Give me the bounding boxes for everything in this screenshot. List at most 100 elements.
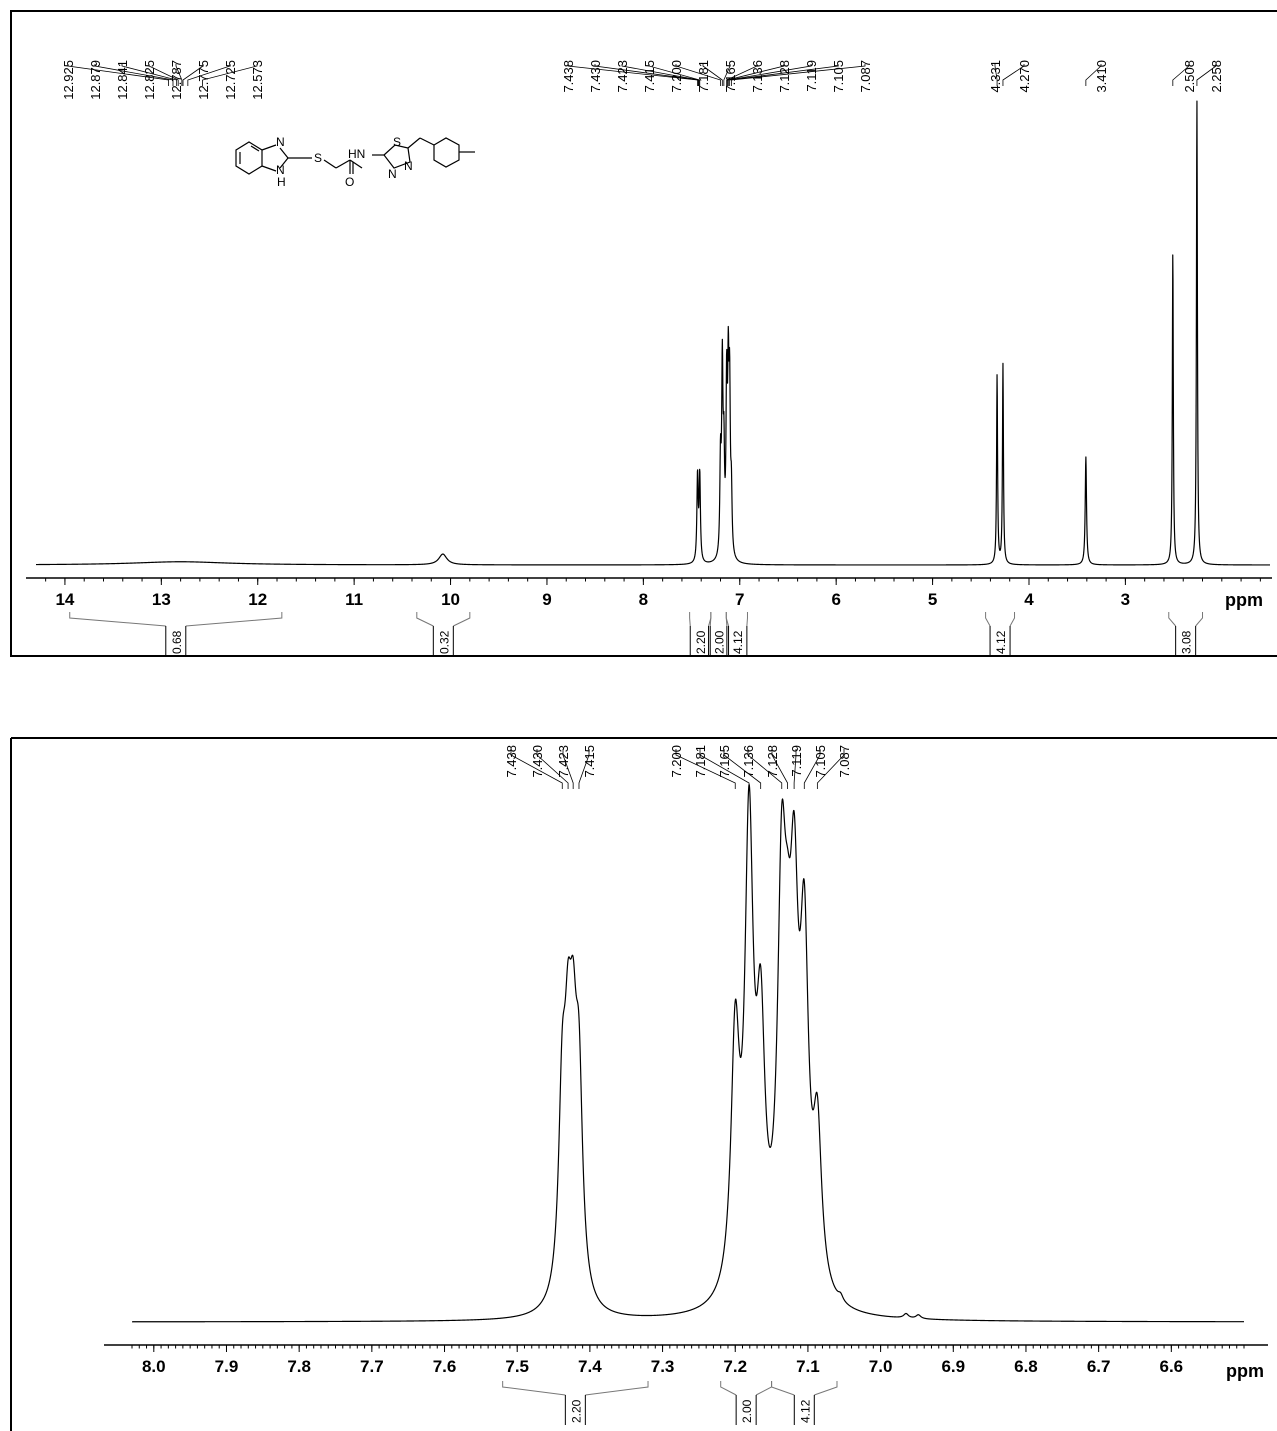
peak-label: 7.105 — [813, 745, 828, 778]
peak-label-leader — [202, 64, 258, 86]
peak-label-leader — [803, 749, 821, 789]
peak-label-leader — [793, 749, 797, 789]
x-tick-label: 7.0 — [869, 1357, 893, 1376]
x-tick-label: 7 — [735, 590, 744, 609]
integral-bracket — [689, 612, 712, 627]
peak-label: 7.200 — [669, 60, 684, 93]
peak-label: 3.410 — [1094, 60, 1109, 93]
integral-value: 0.32 — [437, 630, 451, 654]
peak-label: 4.331 — [988, 60, 1003, 93]
peak-label: 7.200 — [669, 745, 684, 778]
x-tick-label: 7.1 — [796, 1357, 820, 1376]
x-tick-label: 6.6 — [1160, 1357, 1184, 1376]
x-axis-ticks: 14 13 12 11 10 9 8 7 6 5 4 3 — [45, 578, 1261, 609]
x-tick-label: 11 — [345, 590, 363, 609]
peak-label-group: 7.438 7.430 7.423 7.415 7.200 7.181 7.165 7.136… — [504, 745, 852, 789]
peak-label: 12.573 — [250, 60, 265, 100]
peak-label: 7.119 — [789, 745, 804, 777]
integral-value: 4.12 — [994, 630, 1008, 654]
peak-label-leader — [816, 749, 845, 789]
x-axis-ticks: 8.0 7.9 7.8 7.7 7.6 7.5 7.4 7.3 7.2 7.1 7.0 6.9 6.8 6… — [131, 1345, 1245, 1376]
peak-label-leader — [727, 64, 812, 86]
peak-label: 7.423 — [556, 745, 571, 778]
peak-label-leader — [621, 64, 700, 86]
atom-label: N — [276, 163, 285, 177]
peak-label-leader — [771, 749, 788, 789]
integral-group: 2.20 2.00 4.12 — [502, 1381, 838, 1425]
x-tick-label: 7.5 — [505, 1357, 529, 1376]
x-tick-label: 7.7 — [360, 1357, 384, 1376]
x-tick-label: 9 — [542, 590, 551, 609]
peak-label: 12.725 — [223, 60, 238, 100]
peak-label: 7.181 — [693, 745, 708, 778]
peak-label: 7.119 — [804, 60, 819, 92]
peak-label-leader — [594, 64, 699, 86]
peak-label: 12.787 — [169, 60, 184, 100]
atom-label: S — [393, 135, 401, 149]
peak-label-leader — [1172, 64, 1190, 86]
peak-label: 7.181 — [696, 60, 711, 93]
peak-label-leader — [726, 64, 758, 86]
peak-label-group: 12.925 12.879 12.841 12.825 12.787 12.775 12.7… — [61, 60, 1224, 100]
atom-label: S — [314, 151, 322, 165]
integral-value: 2.00 — [713, 630, 727, 654]
peak-label: 12.925 — [61, 60, 76, 100]
peak-label-leader — [94, 64, 174, 86]
peak-label: 7.415 — [642, 60, 657, 93]
peak-label: 7.087 — [858, 60, 873, 93]
peak-label: 7.105 — [831, 60, 846, 93]
peak-label: 12.879 — [88, 60, 103, 100]
integral-value: 0.68 — [170, 630, 184, 654]
atom-label: O — [345, 175, 354, 189]
peak-label-leader — [175, 64, 183, 86]
peak-label-leader — [729, 64, 839, 86]
peak-label: 2.258 — [1209, 60, 1224, 93]
peak-label: 12.841 — [115, 60, 130, 100]
integral-value: 2.20 — [694, 630, 708, 654]
peak-label: 7.430 — [530, 745, 545, 778]
peak-label-leader — [723, 64, 731, 86]
integral-bracket — [720, 1381, 773, 1396]
full-spectrum-plot: 12.925 12.879 12.841 12.825 12.787 12.775 12.7… — [10, 10, 1277, 657]
x-tick-label: 7.3 — [651, 1357, 675, 1376]
peak-label-leader — [648, 64, 701, 86]
peak-label: 7.438 — [504, 745, 519, 778]
peak-label: 7.128 — [777, 60, 792, 93]
peak-label-leader — [747, 749, 783, 789]
atom-label: HN — [348, 147, 365, 161]
peak-label-leader — [675, 749, 736, 789]
integral-bracket — [725, 612, 748, 627]
integral-value: 4.12 — [731, 630, 745, 654]
plot-frame — [10, 10, 1277, 657]
peak-label-leader — [994, 64, 998, 86]
x-tick-label: 5 — [928, 590, 937, 609]
peak-label-leader — [727, 64, 785, 86]
peak-label-leader — [1002, 64, 1025, 86]
integral-value: 3.08 — [1180, 630, 1194, 654]
atom-label: N — [404, 159, 413, 173]
peak-label: 7.438 — [561, 60, 576, 93]
x-tick-label: 6.9 — [941, 1357, 965, 1376]
x-tick-label: 7.9 — [215, 1357, 239, 1376]
x-tick-label: 4 — [1024, 590, 1034, 609]
integral-bracket — [69, 612, 283, 627]
peak-label-leader — [1196, 64, 1217, 86]
zoom-spectrum-plot: 7.438 7.430 7.423 7.415 7.200 7.181 7.165 7.136… — [10, 737, 1277, 1431]
atom-label: N — [388, 167, 397, 181]
integral-bracket — [985, 612, 1016, 627]
x-tick-label: 3 — [1121, 590, 1130, 609]
peak-label-leader — [567, 64, 698, 86]
peak-label-leader — [702, 64, 723, 86]
peak-label: 7.423 — [615, 60, 630, 93]
x-tick-label: 7.4 — [578, 1357, 602, 1376]
spectrum-trace — [131, 784, 1245, 1323]
peak-label-leader — [1085, 64, 1102, 86]
integral-value: 2.20 — [569, 1399, 583, 1423]
peak-label-leader — [148, 64, 179, 86]
integral-bracket — [502, 1381, 649, 1396]
peak-label-leader — [562, 749, 574, 789]
peak-label: 7.128 — [765, 745, 780, 778]
spectrum-trace — [35, 100, 1271, 566]
integral-value: 2.00 — [740, 1399, 754, 1423]
integral-group: 0.68 0.32 2.20 2.00 4.12 4.12 3.08 — [69, 612, 1204, 656]
